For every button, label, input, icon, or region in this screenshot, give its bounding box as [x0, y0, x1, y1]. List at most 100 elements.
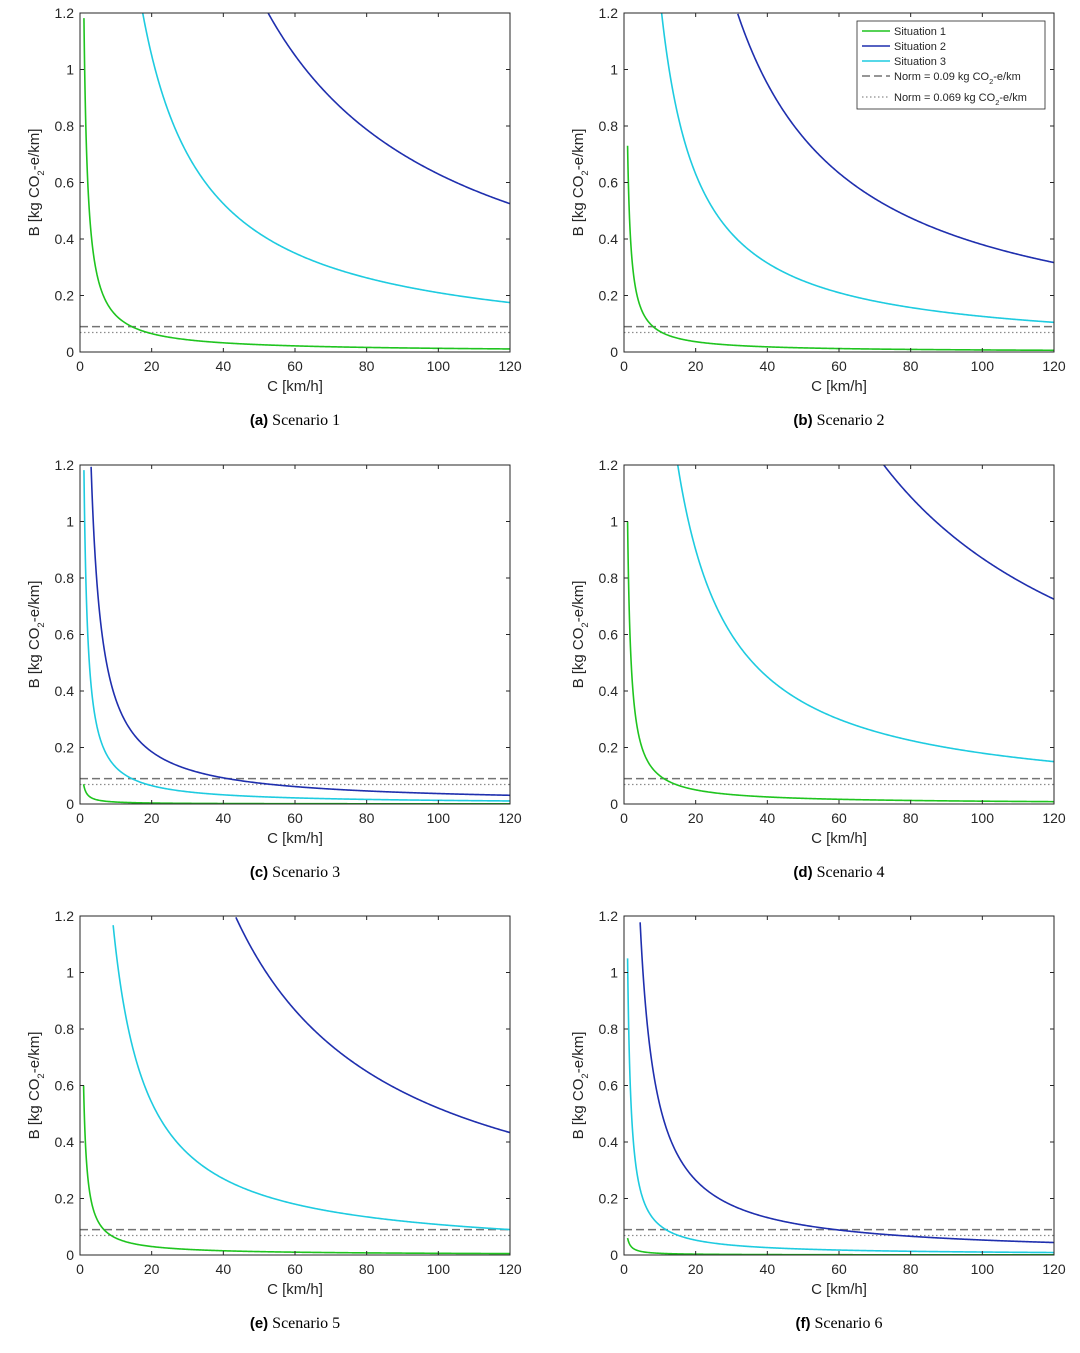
caption-text: Scenario 1	[268, 412, 340, 429]
x-tick-label: 120	[498, 358, 522, 374]
x-tick-label: 80	[903, 810, 919, 826]
x-tick-label: 120	[498, 810, 522, 826]
x-tick-label: 0	[76, 1261, 84, 1277]
x-tick-label: 100	[971, 358, 995, 374]
y-tick-label: 0.6	[599, 1078, 619, 1094]
x-axis-label: C [km/h]	[267, 830, 323, 847]
legend-label-prefix: Norm = 0.09 kg CO	[894, 71, 990, 83]
x-tick-label: 0	[76, 358, 84, 374]
x-tick-label: 100	[971, 1261, 995, 1277]
x-tick-label: 100	[971, 810, 995, 826]
x-tick-label: 40	[760, 358, 776, 374]
x-axis-label: C [km/h]	[811, 830, 867, 847]
x-tick-label: 120	[1042, 1261, 1066, 1277]
y-tick-label: 0	[610, 344, 618, 360]
y-tick-label: 1.2	[599, 908, 619, 924]
y-axis-label-suffix: -e/km]	[570, 1032, 587, 1074]
y-tick-label: 0.8	[599, 1021, 619, 1037]
situation-2-line	[236, 917, 510, 1132]
plot-frame	[80, 13, 510, 352]
x-tick-label: 60	[287, 1261, 303, 1277]
y-tick-label: 0	[66, 344, 74, 360]
x-tick-label: 20	[688, 810, 704, 826]
x-tick-label: 120	[1042, 810, 1066, 826]
y-axis-label: B [kg CO2-e/km]	[26, 581, 47, 689]
y-tick-label: 1	[66, 514, 74, 530]
legend-label-prefix: Situation 1	[894, 26, 946, 38]
chart-panel-3: 0 20 40 60 80 100 120 0 0.2 0.4 0.6 0.8 1 1.2 C [km/h]…	[26, 457, 522, 881]
situation-1-line	[628, 146, 1054, 351]
y-tick-label: 0.6	[599, 627, 619, 643]
panel-caption: (b) Scenario 2	[793, 412, 884, 429]
y-axis-label: B [kg CO2-e/km]	[570, 129, 591, 237]
y-tick-label: 1	[66, 965, 74, 981]
caption-letter: (a)	[250, 412, 268, 429]
x-tick-label: 40	[760, 810, 776, 826]
y-tick-label: 0	[66, 1247, 74, 1263]
y-tick-label: 0.6	[55, 175, 75, 191]
situation-3-line	[143, 13, 510, 303]
y-axis-label-suffix: -e/km]	[570, 581, 587, 623]
y-tick-label: 0	[610, 1247, 618, 1263]
y-tick-label: 0.8	[599, 118, 619, 134]
y-axis-label-prefix: B [kg CO	[26, 1079, 43, 1140]
y-tick-label: 0.4	[599, 1134, 619, 1150]
x-tick-label: 80	[359, 358, 375, 374]
plot-frame	[80, 465, 510, 804]
panel-caption: (d) Scenario 4	[793, 864, 884, 881]
legend-situation-2-label: Situation 2	[894, 41, 946, 53]
x-tick-label: 20	[688, 1261, 704, 1277]
y-axis-label-prefix: B [kg CO	[570, 176, 587, 237]
x-tick-label: 40	[216, 810, 232, 826]
x-tick-label: 40	[760, 1261, 776, 1277]
x-tick-label: 100	[427, 1261, 451, 1277]
y-tick-label: 0.4	[55, 683, 75, 699]
y-axis-label: B [kg CO2-e/km]	[26, 1032, 47, 1140]
situation-2-line	[91, 467, 510, 795]
panel-caption: (a) Scenario 1	[250, 412, 340, 429]
y-tick-label: 0.6	[55, 627, 75, 643]
legend-label-suffix: -e/km	[999, 92, 1027, 104]
x-tick-label: 20	[144, 1261, 160, 1277]
x-tick-label: 100	[427, 358, 451, 374]
caption-text: Scenario 4	[813, 864, 885, 881]
x-tick-label: 60	[287, 358, 303, 374]
y-tick-label: 0.2	[599, 288, 619, 304]
y-tick-label: 0	[610, 796, 618, 812]
plot-frame	[624, 916, 1054, 1255]
x-tick-label: 0	[620, 810, 628, 826]
x-tick-label: 80	[359, 1261, 375, 1277]
y-tick-label: 0.8	[55, 118, 75, 134]
x-axis-label: C [km/h]	[811, 1281, 867, 1298]
situation-2-line	[884, 465, 1054, 599]
legend-situation-1-label: Situation 1	[894, 26, 946, 38]
x-tick-label: 20	[144, 358, 160, 374]
chart-panel-5: 0 20 40 60 80 100 120 0 0.2 0.4 0.6 0.8 1 1.2 C [km/h]…	[26, 908, 522, 1332]
panel-caption: (f) Scenario 6	[796, 1315, 883, 1332]
x-axis-label: C [km/h]	[811, 378, 867, 395]
y-tick-label: 0.8	[55, 570, 75, 586]
y-axis-label-suffix: -e/km]	[26, 581, 43, 623]
y-tick-label: 0	[66, 796, 74, 812]
y-axis-label-prefix: B [kg CO	[26, 628, 43, 689]
chart-panel-2: 0 20 40 60 80 100 120 0 0.2 0.4 0.6 0.8 1 1.2 C [km/h]…	[570, 5, 1066, 429]
situation-3-line	[628, 958, 1054, 1252]
x-tick-label: 80	[359, 810, 375, 826]
x-tick-label: 100	[427, 810, 451, 826]
panel-caption: (c) Scenario 3	[250, 864, 340, 881]
situation-3-line	[678, 465, 1054, 762]
x-tick-label: 80	[903, 1261, 919, 1277]
caption-text: Scenario 6	[811, 1315, 883, 1332]
y-tick-label: 0.2	[599, 740, 619, 756]
x-tick-label: 40	[216, 358, 232, 374]
x-tick-label: 0	[76, 810, 84, 826]
situation-1-line	[84, 18, 510, 349]
y-tick-label: 0.4	[55, 1134, 75, 1150]
y-tick-label: 0.4	[599, 683, 619, 699]
y-tick-label: 0.2	[599, 1191, 619, 1207]
situation-3-line	[84, 470, 510, 801]
plot-frame	[624, 465, 1054, 804]
caption-letter: (f)	[796, 1315, 811, 1332]
y-tick-label: 1.2	[55, 457, 75, 473]
y-tick-label: 0.2	[55, 288, 75, 304]
